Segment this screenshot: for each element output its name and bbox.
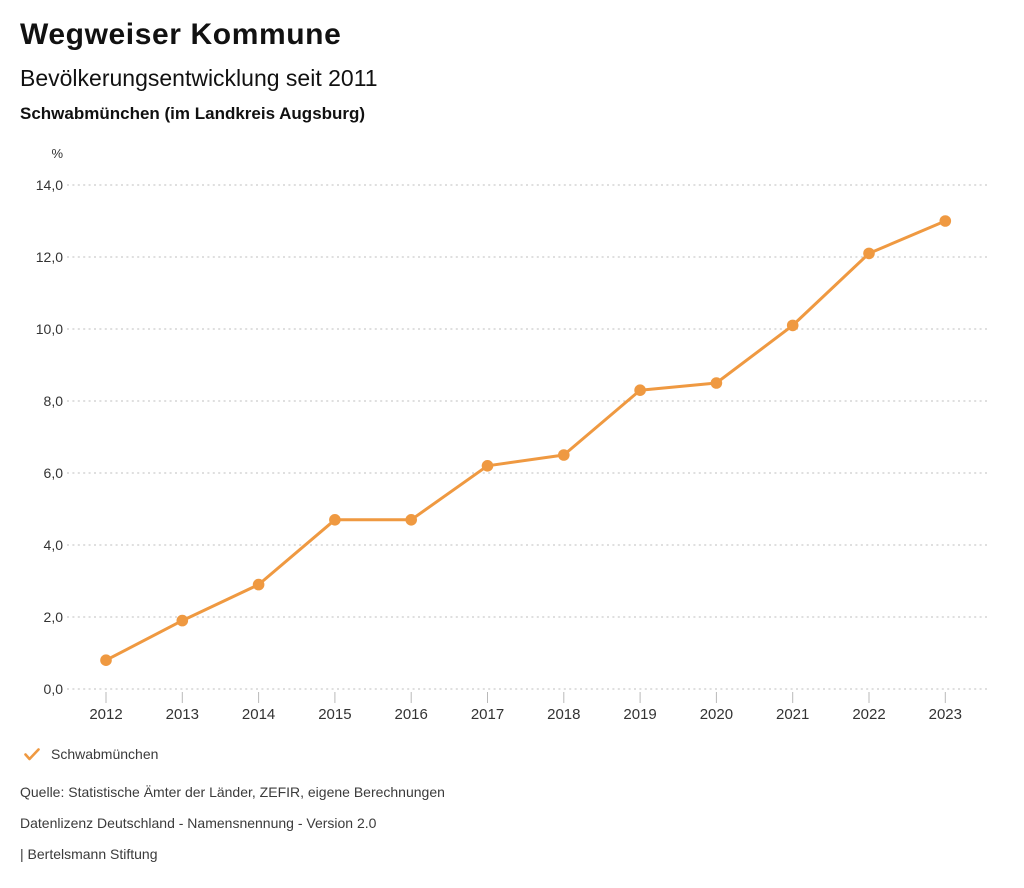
data-point-2021[interactable]	[786, 319, 799, 332]
data-point-2015[interactable]	[329, 514, 341, 526]
y-axis-tick-label: 10,0	[36, 321, 63, 337]
y-axis-tick-label: 0,0	[44, 681, 64, 697]
x-axis-tick-label: 2012	[89, 706, 122, 723]
chart-title: Bevölkerungsentwicklung seit 2011	[20, 65, 378, 91]
data-point-2013[interactable]	[176, 614, 189, 627]
line-chart: % 0,0 2,0 4,0 6,0 8,0 10,0 12,0 14,0 2012 2013 2014…	[36, 146, 990, 723]
y-axis-tick-label: 8,0	[44, 393, 64, 409]
x-axis-tick-label: 2021	[776, 706, 809, 723]
x-axis-tick-label: 2013	[166, 706, 199, 723]
data-point-2019[interactable]	[634, 384, 646, 397]
data-point-2014[interactable]	[252, 578, 265, 591]
legend-label: Schwabmünchen	[51, 746, 159, 762]
legend: Schwabmünchen	[24, 744, 158, 764]
series-line	[104, 219, 947, 662]
x-axis-tick-label: 2020	[700, 706, 733, 723]
license-note: Datenlizenz Deutschland - Namensnennung …	[20, 815, 377, 831]
x-axis-tick-label: 2019	[623, 706, 656, 723]
source-note: Quelle: Statistische Ämter der Länder, Z…	[20, 784, 445, 800]
data-point-2020[interactable]	[710, 377, 723, 389]
data-point-2012[interactable]	[100, 654, 112, 666]
x-axis-tick-label: 2018	[547, 706, 580, 723]
y-axis-tick-label: 12,0	[36, 249, 63, 265]
y-axis-tick-label: 4,0	[44, 537, 64, 553]
page-title: Wegweiser Kommune	[20, 18, 342, 51]
data-point-2017[interactable]	[481, 460, 494, 472]
region-subtitle: Schwabmünchen (im Landkreis Augsburg)	[20, 104, 366, 123]
y-axis-tick-label: 2,0	[44, 609, 64, 625]
data-point-2018[interactable]	[558, 449, 570, 461]
y-axis-unit-label: %	[51, 146, 63, 161]
legend-item-schwabmuenchen[interactable]: Schwabmünchen	[24, 746, 158, 762]
x-axis-tick-label: 2014	[242, 706, 275, 723]
x-axis-tick-label: 2015	[318, 706, 351, 723]
x-axis-tick-label: 2022	[852, 706, 885, 723]
data-point-2023[interactable]	[939, 215, 952, 227]
y-axis-tick-label: 14,0	[36, 177, 63, 193]
data-point-2016[interactable]	[405, 514, 418, 526]
legend-check-icon	[24, 747, 40, 760]
x-axis-tick-label: 2023	[929, 706, 962, 723]
x-axis-tick-label: 2016	[395, 706, 428, 723]
data-point-2022[interactable]	[863, 247, 875, 260]
y-axis-tick-label: 6,0	[44, 465, 64, 481]
x-axis-tick-label: 2017	[471, 706, 504, 723]
attribution-note: | Bertelsmann Stiftung	[20, 846, 158, 862]
